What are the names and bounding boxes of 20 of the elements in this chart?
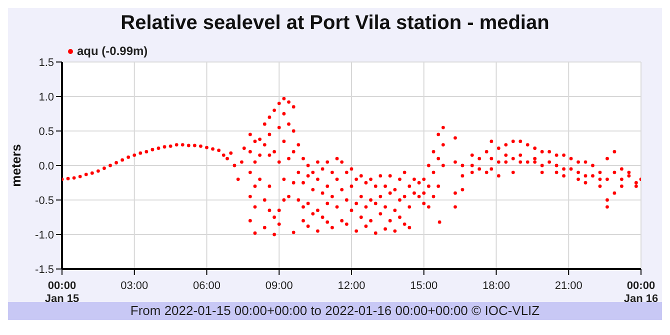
- y-axis-title: meters: [8, 144, 24, 187]
- y-tick-label: -1.0: [35, 229, 54, 242]
- x-tick-label: 15:00: [410, 280, 438, 292]
- x-tick-label: 12:00: [338, 280, 366, 292]
- x-tick-label: 03:00: [120, 280, 148, 292]
- x-tick-label: 21:00: [554, 280, 582, 292]
- legend-label: aqu (-0.99m): [77, 44, 148, 58]
- y-tick-label: -0.5: [35, 194, 54, 207]
- x-tick-label: 00:00 Jan 16: [624, 280, 658, 305]
- x-tick-label: 09:00: [265, 280, 293, 292]
- chart-title: Relative sealevel at Port Vila station - median: [120, 11, 550, 36]
- y-tick-label: 0.0: [38, 160, 54, 172]
- x-tick-label: 18:00: [482, 280, 510, 292]
- y-tick-label: 1.5: [38, 56, 54, 69]
- text: From 2022-01-15 00:00+00:00 to 2022-01-16 00:00+00:00 © IOC-VLIZ: [130, 303, 540, 318]
- x-tick-label: 06:00: [192, 280, 221, 292]
- y-tick-label: -1.5: [35, 264, 54, 276]
- y-tick-label: 1.0: [38, 91, 54, 104]
- x-tick-label: 00:00 Jan 15: [44, 280, 80, 305]
- y-tick-label: 0.5: [38, 126, 54, 138]
